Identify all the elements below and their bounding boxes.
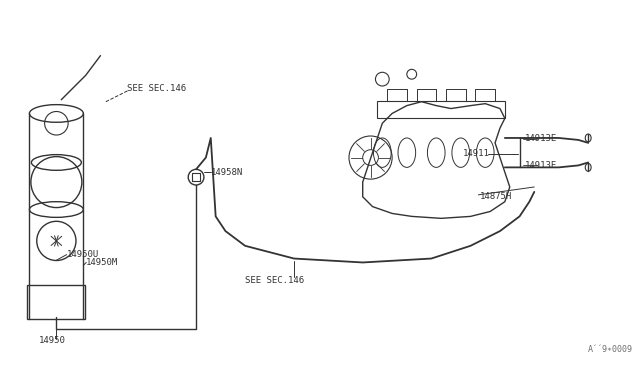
- Text: 14958N: 14958N: [211, 168, 243, 177]
- Text: 14913E: 14913E: [524, 134, 557, 144]
- Text: 14875H: 14875H: [481, 192, 513, 201]
- Text: 14913E: 14913E: [524, 161, 557, 170]
- Text: SEE SEC.146: SEE SEC.146: [245, 276, 304, 285]
- Text: SEE SEC.146: SEE SEC.146: [127, 84, 187, 93]
- Text: 14950U: 14950U: [67, 250, 99, 259]
- Text: A´´9∗0009: A´´9∗0009: [588, 344, 633, 354]
- Text: 14911: 14911: [463, 149, 490, 158]
- Bar: [28, 285, 85, 319]
- Text: 14950M: 14950M: [86, 258, 118, 267]
- Bar: [378, 101, 505, 118]
- Text: 14950: 14950: [39, 336, 66, 345]
